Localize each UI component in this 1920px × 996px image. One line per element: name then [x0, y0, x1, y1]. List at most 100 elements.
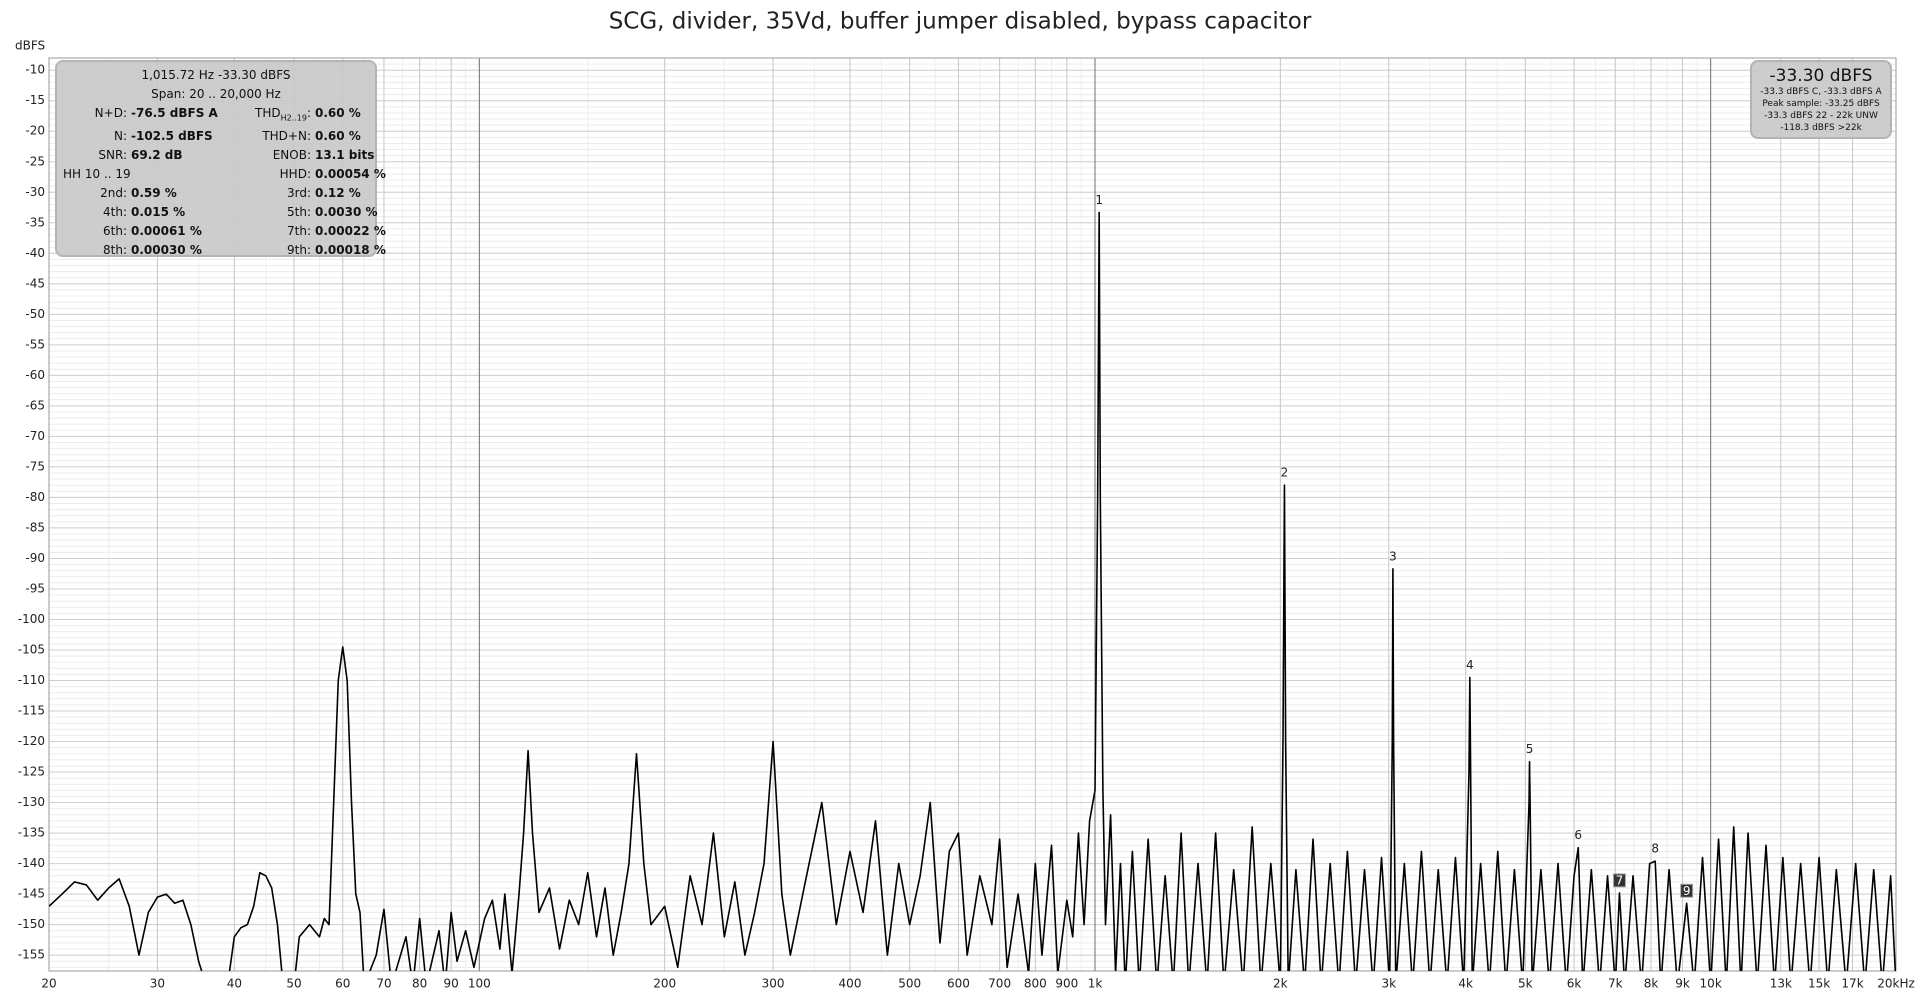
y-tick-label: -135 — [18, 826, 45, 840]
plot-frame — [48, 57, 1897, 972]
y-axis-label: dBFS — [15, 39, 45, 53]
y-tick-label: -150 — [18, 917, 45, 931]
info-box: 1,015.72 Hz -33.30 dBFS Span: 20 .. 20,00… — [55, 60, 386, 260]
x-tick-label: 17k — [1841, 977, 1863, 991]
y-tick-label: -60 — [25, 368, 45, 382]
info-value: 0.60 % — [315, 129, 361, 144]
harmonic-marker: 6 — [1574, 828, 1582, 842]
y-tick-label: -15 — [25, 93, 45, 107]
info-empty — [131, 165, 231, 184]
info-label-text: 4th: — [103, 205, 127, 220]
info-label-text: THD — [254, 106, 281, 120]
info-label-text: THD+N: — [262, 129, 311, 144]
info-label: 5th: — [231, 203, 315, 222]
spectrum-line — [49, 211, 1896, 971]
level-line: -33.3 dBFS C, -33.3 dBFS A — [1760, 87, 1882, 97]
y-tick-label: -155 — [18, 948, 45, 962]
info-label-text: SNR: — [98, 148, 127, 163]
info-value: 0.00022 % — [315, 224, 386, 239]
x-tick-label: 4k — [1458, 977, 1473, 991]
x-tick-label: 5k — [1518, 977, 1533, 991]
harmonic-marker: 5 — [1526, 742, 1534, 756]
harmonic-marker: 4 — [1466, 658, 1474, 672]
y-tick-label: -110 — [18, 673, 45, 687]
info-label-text: 3rd: — [286, 186, 311, 201]
x-tick-label: 13k — [1770, 977, 1792, 991]
harmonic-marker: 9 — [1683, 884, 1691, 898]
x-tick-label: 3k — [1381, 977, 1396, 991]
info-label: SNR: — [63, 146, 131, 165]
y-tick-label: -25 — [25, 154, 45, 168]
x-tick-label: 9k — [1675, 977, 1690, 991]
x-tick-label: 20 — [41, 977, 56, 991]
y-tick-label: -80 — [25, 490, 45, 504]
info-label-text: 8th: — [103, 243, 127, 258]
info-label-text: HHD: — [279, 167, 311, 182]
x-tick-label: 6k — [1567, 977, 1582, 991]
info-label: 3rd: — [231, 184, 315, 203]
info-label-text: N: — [113, 129, 127, 144]
info-value: 0.12 % — [315, 186, 361, 201]
level-title: -33.30 dBFS — [1769, 66, 1873, 86]
info-label-text: ENOB: — [272, 148, 311, 163]
y-tick-label: -95 — [25, 581, 45, 595]
info-label-text: 2nd: — [100, 186, 127, 201]
x-tick-label: 15k — [1808, 977, 1830, 991]
info-value: 13.1 bits — [315, 148, 375, 163]
y-tick-label: -140 — [18, 856, 45, 870]
info-label: 9th: — [231, 241, 315, 260]
info-value: 69.2 dB — [131, 148, 183, 163]
info-label: 7th: — [231, 222, 315, 241]
marker-box — [1612, 873, 1626, 888]
x-tick-label: 300 — [762, 977, 785, 991]
x-tick-label: 2k — [1273, 977, 1288, 991]
x-tick-label: 1k — [1088, 977, 1103, 991]
y-tick-label: -75 — [25, 459, 45, 473]
x-tick-label: 80 — [412, 977, 427, 991]
info-label-sub: H2..19 — [280, 113, 307, 123]
harmonic-marker: 3 — [1389, 549, 1397, 563]
harmonic-marker: 8 — [1651, 842, 1659, 856]
harmonic-marker: 2 — [1281, 466, 1289, 480]
x-tick-label: 60 — [335, 977, 350, 991]
x-tick-label: 70 — [376, 977, 391, 991]
info-value: -102.5 dBFS — [131, 129, 213, 144]
info-label: N+D: — [63, 104, 131, 127]
x-tick-label: 900 — [1055, 977, 1078, 991]
x-tick-label: 500 — [898, 977, 921, 991]
info-label: HH 10 .. 19 — [63, 165, 131, 184]
x-tick-label: 90 — [444, 977, 459, 991]
y-tick-label: -120 — [18, 734, 45, 748]
x-tick-label: 20kHz — [1877, 977, 1915, 991]
level-line: -118.3 dBFS >22k — [1780, 123, 1862, 133]
info-value: 0.00018 % — [315, 243, 386, 258]
y-tick-label: -30 — [25, 185, 45, 199]
x-tick-label: 200 — [653, 977, 676, 991]
info-label: N: — [63, 127, 131, 146]
y-tick-label: -10 — [25, 63, 45, 77]
x-tick-label: 7k — [1608, 977, 1623, 991]
y-tick-label: -65 — [25, 398, 45, 412]
info-label-text: HH 10 .. 19 — [63, 167, 131, 182]
info-value: 0.00054 % — [315, 167, 386, 182]
info-value: 0.0030 % — [315, 205, 378, 220]
info-label: ENOB: — [231, 146, 315, 165]
info-value: -76.5 dBFS A — [131, 106, 218, 120]
y-tick-label: -130 — [18, 795, 45, 809]
y-tick-label: -85 — [25, 520, 45, 534]
x-tick-label: 800 — [1024, 977, 1047, 991]
info-grid: N+D: -76.5 dBFS A THDH2..19: 0.60 % N: -102.5… — [63, 104, 386, 260]
info-header: 1,015.72 Hz -33.30 dBFS — [141, 68, 291, 82]
info-value: 0.015 % — [131, 205, 186, 220]
y-tick-label: -90 — [25, 551, 45, 565]
chart-title: SCG, divider, 35Vd, buffer jumper disabl… — [609, 9, 1312, 35]
x-tick-label: 10k — [1700, 977, 1722, 991]
y-tick-label: -40 — [25, 246, 45, 260]
info-label: 8th: — [63, 241, 131, 260]
x-tick-label: 50 — [286, 977, 301, 991]
y-tick-label: -35 — [25, 215, 45, 229]
y-tick-label: -105 — [18, 642, 45, 656]
info-value: 0.00061 % — [131, 224, 202, 239]
harmonic-marker: 7 — [1616, 873, 1624, 887]
y-tick-label: -55 — [25, 337, 45, 351]
